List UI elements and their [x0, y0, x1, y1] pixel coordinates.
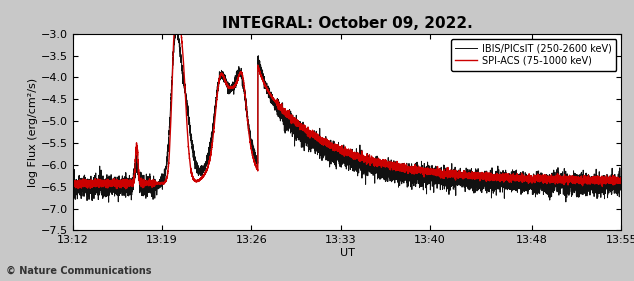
IBIS/PICsIT (250-2600 keV)	[69, 186, 77, 189]
Line: IBIS/PICsIT (250-2600 keV): IBIS/PICsIT (250-2600 keV)	[73, 34, 621, 202]
IBIS/PICsIT (250-2600 keV)	[96, 183, 104, 187]
SPI-ACS (75-1000 keV)	[69, 183, 77, 187]
IBIS/PICsIT (250-2600 keV)	[618, 180, 625, 183]
X-axis label: UT: UT	[340, 248, 354, 258]
Text: © Nature Communications: © Nature Communications	[6, 265, 152, 275]
IBIS/PICsIT (250-2600 keV)	[105, 200, 112, 204]
SPI-ACS (75-1000 keV)	[268, 96, 275, 99]
IBIS/PICsIT (250-2600 keV)	[171, 32, 178, 35]
SPI-ACS (75-1000 keV)	[394, 165, 401, 169]
Line: SPI-ACS (75-1000 keV): SPI-ACS (75-1000 keV)	[73, 34, 621, 189]
SPI-ACS (75-1000 keV)	[122, 187, 129, 191]
Legend: IBIS/PICsIT (250-2600 keV), SPI-ACS (75-1000 keV): IBIS/PICsIT (250-2600 keV), SPI-ACS (75-…	[451, 38, 616, 71]
SPI-ACS (75-1000 keV)	[170, 32, 178, 35]
IBIS/PICsIT (250-2600 keV)	[394, 170, 401, 174]
IBIS/PICsIT (250-2600 keV)	[476, 180, 483, 183]
IBIS/PICsIT (250-2600 keV)	[268, 101, 275, 104]
Title: INTEGRAL: October 09, 2022.: INTEGRAL: October 09, 2022.	[222, 16, 472, 31]
Y-axis label: log Flux (erg/cm²/s): log Flux (erg/cm²/s)	[28, 78, 38, 187]
SPI-ACS (75-1000 keV)	[476, 175, 483, 178]
IBIS/PICsIT (250-2600 keV)	[505, 175, 513, 178]
SPI-ACS (75-1000 keV)	[418, 170, 425, 173]
SPI-ACS (75-1000 keV)	[618, 180, 625, 183]
IBIS/PICsIT (250-2600 keV)	[418, 160, 425, 163]
SPI-ACS (75-1000 keV)	[96, 183, 104, 186]
SPI-ACS (75-1000 keV)	[505, 176, 513, 180]
